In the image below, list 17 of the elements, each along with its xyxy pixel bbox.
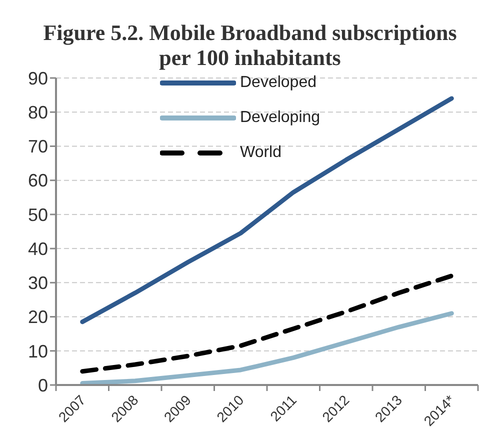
y-tick-label: 20	[28, 307, 48, 328]
y-tick-label: 50	[28, 204, 48, 225]
line-series	[80, 311, 454, 385]
y-tick-label: 40	[28, 238, 48, 259]
y-tick-label: 90	[28, 68, 48, 88]
chart-title: Figure 5.2. Mobile Broadband subscriptions per 100 inhabitants	[42, 20, 458, 70]
line-series	[80, 274, 454, 374]
y-tick-label: 0	[38, 375, 48, 396]
line-series	[80, 96, 454, 324]
y-tick-label: 60	[28, 170, 48, 191]
y-tick-label: 70	[28, 136, 48, 157]
legend-label: World	[240, 144, 282, 162]
y-tick-label: 10	[28, 341, 48, 362]
y-tick-label: 30	[28, 273, 48, 294]
legend-label: Developing	[240, 108, 320, 126]
legend-label: Developed	[240, 74, 316, 92]
y-tick-label: 80	[28, 102, 48, 122]
